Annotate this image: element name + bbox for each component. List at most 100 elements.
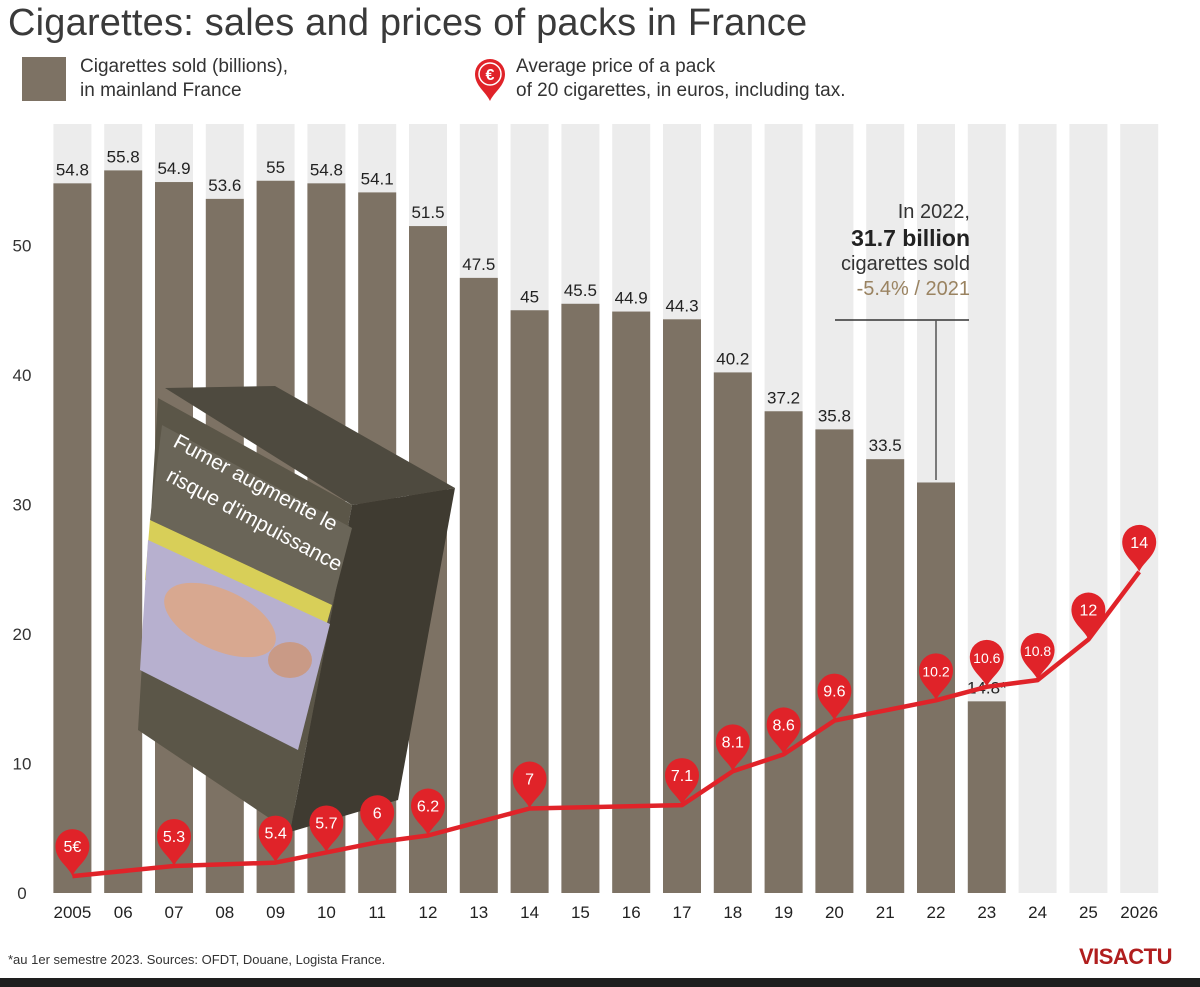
x-tick-label-10: 10 (317, 903, 336, 922)
price-marker-pin-icon (411, 788, 445, 836)
legend-bars-label: Cigarettes sold (billions), in mainland … (80, 55, 288, 103)
price-marker-pin-icon (715, 724, 750, 772)
price-marker-pin-icon (157, 818, 191, 866)
price-label-25: 12 (1080, 603, 1098, 620)
price-marker-09: 5.4 (258, 815, 293, 863)
y-axis: 0 10 20 30 40 50 (13, 237, 32, 904)
bar-16 (612, 311, 651, 893)
price-label-17: 7.1 (671, 768, 693, 785)
bar-label-11: 54.1 (361, 169, 394, 188)
price-marker-pin-icon (1122, 524, 1157, 572)
price-label-07: 5.3 (163, 829, 185, 846)
x-tick-label-25: 25 (1079, 903, 1098, 922)
bar-19 (764, 411, 803, 893)
y-tick-label: 50 (13, 237, 32, 256)
bar-label-12: 51.5 (411, 203, 444, 222)
bar-label-08: 53.6 (208, 176, 241, 195)
x-tick-label-15: 15 (571, 903, 590, 922)
legend-price-marker-icon: € (475, 59, 505, 101)
bar-value-labels: 54.8 55.8 54.9 53.6 55 54.8 54.1 51.5 47.5 45 45.5… (56, 147, 1007, 697)
bars (53, 170, 1006, 894)
y-tick-label: 0 (17, 884, 26, 903)
x-tick-label-2005: 2005 (53, 903, 91, 922)
legend-price-line1: Average price of a pack (516, 56, 716, 77)
bar-label-18: 40.2 (716, 349, 749, 368)
price-marker-pin-icon (360, 795, 395, 843)
price-marker-pin-icon (919, 653, 953, 701)
callout-2022: In 2022, 31.7 billion cigarettes sold -5… (796, 200, 970, 302)
bar-label-2005: 54.8 (56, 160, 89, 179)
bar-label-10: 54.8 (310, 160, 343, 179)
chart-area: 0 10 20 30 40 50 54.8 55.8 54.9 53.6 55 54.8 54.1 51… (13, 124, 1159, 922)
price-marker-11: 6 (360, 795, 395, 843)
bar-label-21: 33.5 (869, 436, 902, 455)
bar-15 (561, 303, 600, 893)
callout-line3: cigarettes sold (841, 253, 970, 275)
price-label-22: 10.2 (922, 663, 949, 679)
price-marker-pin-icon (817, 673, 852, 721)
column-bg (1069, 124, 1108, 893)
price-marker-pin-icon (1020, 633, 1055, 681)
x-tick-label-06: 06 (114, 903, 133, 922)
y-tick-label: 20 (13, 625, 32, 644)
x-tick-label-09: 09 (266, 903, 285, 922)
legend-bars-line2: in mainland France (80, 80, 242, 101)
price-marker-20: 9.6 (817, 673, 852, 721)
bar-label-06: 55.8 (107, 147, 140, 166)
y-tick-label: 40 (13, 366, 32, 385)
price-marker-pin-icon (258, 815, 293, 863)
price-label-23: 10.6 (973, 650, 1000, 666)
x-tick-label-11: 11 (368, 903, 386, 922)
bar-21 (866, 459, 905, 893)
x-tick-label-24: 24 (1028, 903, 1047, 922)
bar-label-13: 47.5 (462, 255, 495, 274)
legend-euro-symbol: € (486, 67, 495, 84)
bar-label-20: 35.8 (818, 406, 851, 425)
price-marker-10: 5.7 (309, 805, 344, 853)
price-label-24: 10.8 (1024, 643, 1051, 659)
price-label-19: 8.6 (772, 717, 794, 734)
x-tick-label-17: 17 (673, 903, 692, 922)
price-label-14: 7 (525, 772, 534, 789)
x-tick-label-14: 14 (520, 903, 539, 922)
price-marker-2026: 14 (1122, 524, 1157, 572)
price-label-10: 5.7 (315, 815, 337, 832)
callout-line2: 31.7 billion (851, 225, 970, 251)
price-marker-19: 8.6 (766, 707, 801, 755)
visactu-logo: VISACTU (1078, 944, 1173, 969)
price-marker-18: 8.1 (715, 724, 750, 772)
price-label-2026: 14 (1130, 535, 1148, 552)
price-line (72, 570, 1141, 879)
price-marker-pin-icon (766, 707, 801, 755)
x-tick-label-08: 08 (215, 903, 234, 922)
bar-label-17: 44.3 (665, 296, 698, 315)
price-label-2005: 5€ (64, 839, 82, 856)
x-tick-label-20: 20 (825, 903, 844, 922)
callout-leader-line (835, 319, 969, 480)
bottom-rule (0, 978, 1200, 987)
chart-title: Cigarettes: sales and prices of packs in… (8, 2, 808, 44)
x-tick-label-12: 12 (419, 903, 438, 922)
price-label-20: 9.6 (823, 684, 845, 701)
price-marker-pin-icon (309, 805, 344, 853)
legend-price-line2: of 20 cigarettes, in euros, including ta… (516, 80, 846, 101)
price-marker-pin-icon (55, 829, 90, 877)
footnote-sources: *au 1er semestre 2023. Sources: OFDT, Do… (8, 952, 386, 967)
legend-bar-swatch (22, 57, 66, 101)
price-marker-pin-icon (969, 639, 1004, 687)
bar-18 (713, 372, 752, 893)
x-tick-label-2026: 2026 (1120, 903, 1158, 922)
price-marker-25: 12 (1071, 592, 1106, 640)
price-marker-23: 10.6 (969, 639, 1004, 687)
bar-label-15: 45.5 (564, 281, 597, 300)
x-tick-label-22: 22 (927, 903, 946, 922)
price-marker-pin-icon (665, 758, 699, 806)
price-markers: 5€ 5.3 5.4 5.7 6 6.2 7 7.1 8.1 8.6 9.6 10.2 10.6 10.8… (55, 524, 1157, 877)
legend-price-label: Average price of a pack of 20 cigarettes… (516, 55, 846, 103)
price-marker-22: 10.2 (919, 653, 953, 701)
x-tick-label-16: 16 (622, 903, 641, 922)
price-marker-pin-icon (1071, 592, 1106, 640)
bar-label-09: 55 (266, 158, 285, 177)
bar-label-07: 54.9 (157, 159, 190, 178)
x-tick-label-18: 18 (723, 903, 742, 922)
